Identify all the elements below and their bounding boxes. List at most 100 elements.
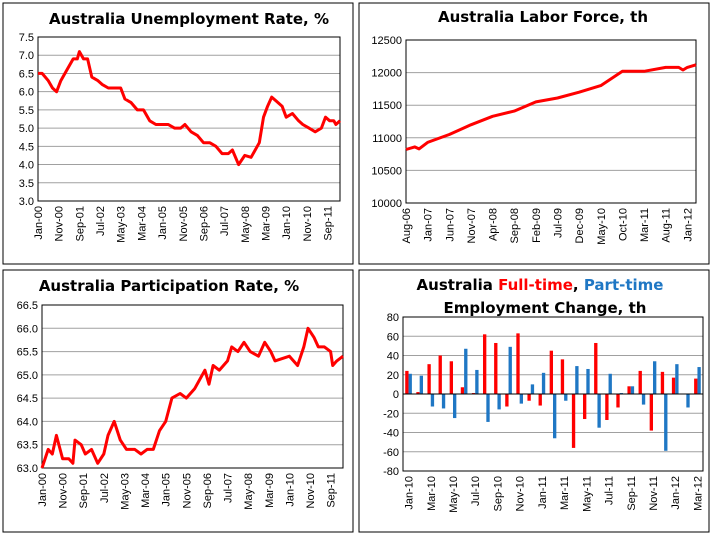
y-tick-label: 66.5	[17, 300, 38, 312]
y-tick-label: 12000	[371, 68, 402, 80]
x-tick-label: Nov-10	[302, 206, 314, 241]
bar-part-time	[419, 375, 423, 394]
bar-part-time	[453, 394, 457, 419]
x-tick-label: Jan-05	[161, 473, 173, 507]
y-tick-label: 66.0	[17, 323, 38, 335]
bar-part-time	[497, 394, 501, 410]
y-tick-label: 80	[387, 312, 399, 324]
bar-full-time	[583, 394, 587, 420]
x-tick-label: Jan-00	[37, 473, 49, 507]
x-tick-label: Oct-10	[617, 208, 629, 241]
bar-part-time	[653, 361, 657, 394]
title-part-time: Part-time	[584, 276, 664, 294]
y-tick-label: 63.5	[17, 440, 38, 452]
bar-full-time	[605, 394, 609, 420]
x-tick-label: Jul-11	[604, 476, 616, 505]
bar-full-time	[416, 392, 420, 394]
x-tick-label: Nov-11	[648, 476, 660, 511]
y-tick-label: 3.5	[19, 178, 34, 190]
bar-part-time	[441, 394, 446, 409]
plot-area	[405, 39, 697, 204]
x-tick-label: Sep-06	[202, 473, 214, 508]
y-tick-label: 10500	[371, 165, 402, 177]
x-tick-label: Jan-10	[284, 473, 296, 507]
x-tick-label: Jul-10	[470, 476, 482, 506]
x-tick-label: Jan-00	[33, 206, 45, 240]
bar-full-time	[694, 378, 698, 394]
x-tick-label: Nov-10	[305, 473, 317, 508]
x-tick-label: Sep-11	[323, 206, 335, 241]
x-tick-label: Sep-11	[326, 473, 338, 508]
y-tick-label: 11500	[372, 100, 402, 112]
x-tick-label: Nov-07	[466, 208, 478, 243]
x-tick-label: Jan-10	[281, 206, 293, 240]
bar-full-time	[660, 371, 665, 394]
bar-part-time	[541, 372, 546, 394]
y-tick-label: 4.5	[19, 141, 34, 153]
chart-title-employment-change: Australia Full-time, Part-time	[417, 276, 664, 294]
x-tick-label: May-03	[116, 206, 128, 243]
title-part: ,	[573, 276, 584, 294]
x-tick-label: Jan-12	[682, 208, 694, 242]
x-tick-label: Aug-06	[401, 208, 413, 243]
bar-full-time	[571, 394, 576, 448]
data-line	[40, 326, 344, 469]
bar-part-time	[408, 373, 412, 394]
x-tick-label: Mar-11	[639, 208, 651, 242]
title-full-time: Full-time	[498, 276, 573, 294]
x-tick-label: Jul-09	[552, 208, 564, 238]
x-tick-label: Sep-10	[492, 476, 504, 511]
data-line	[405, 63, 697, 151]
y-tick-label: -80	[383, 466, 399, 478]
y-tick-label: 5.5	[19, 105, 34, 117]
bar-part-time	[675, 364, 679, 394]
x-tick-label: Sep-11	[626, 476, 638, 511]
x-tick-label: Mar-12	[692, 476, 704, 511]
bar-full-time	[649, 394, 653, 431]
x-tick-label: Jan-12	[670, 476, 682, 510]
bar-full-time	[427, 364, 431, 394]
y-tick-label: 7.0	[19, 50, 34, 62]
bar-full-time	[405, 370, 409, 394]
x-tick-label: Mar-10	[426, 476, 438, 511]
bar-full-time	[483, 334, 487, 394]
x-tick-label: May-08	[240, 206, 252, 243]
x-tick-label: Mar-11	[559, 476, 571, 510]
y-tick-label: 10000	[371, 198, 402, 210]
y-tick-label: 65.0	[17, 370, 38, 382]
bar-full-time	[505, 394, 509, 407]
x-tick-label: Mar-09	[261, 206, 273, 241]
bar-full-time	[527, 394, 531, 401]
x-tick-label: Nov-10	[515, 476, 527, 511]
y-tick-label: 0	[393, 389, 399, 401]
plot-area	[41, 304, 344, 469]
y-tick-label: -60	[383, 447, 399, 459]
y-tick-label: 64.5	[17, 393, 38, 405]
bar-full-time	[638, 370, 642, 394]
bar-full-time	[616, 394, 620, 408]
bar-part-time	[508, 346, 512, 394]
y-tick-label: 63.0	[17, 463, 38, 475]
x-tick-label: Nov-05	[178, 206, 190, 241]
bar-full-time	[549, 350, 553, 394]
x-tick-label: Jan-11	[537, 476, 549, 509]
y-tick-label: 40	[387, 351, 399, 363]
data-line	[38, 50, 342, 167]
bar-part-time	[530, 384, 535, 394]
x-tick-label: May-03	[119, 473, 131, 510]
x-tick-label: Apr-08	[488, 208, 500, 241]
x-tick-label: Jan-10	[404, 476, 416, 510]
bar-part-time	[597, 394, 601, 428]
bar-full-time	[671, 377, 676, 394]
x-tick-label: Sep-01	[74, 206, 86, 241]
y-tick-label: -40	[383, 428, 399, 440]
bar-full-time	[494, 342, 498, 394]
panel-labor-force	[358, 2, 710, 265]
y-tick-label: 7.5	[19, 32, 34, 44]
y-tick-label: 5.0	[19, 123, 34, 135]
bar-full-time	[449, 361, 453, 394]
bar-part-time	[430, 394, 435, 407]
plot-area	[37, 36, 341, 202]
bar-part-time	[519, 394, 523, 404]
